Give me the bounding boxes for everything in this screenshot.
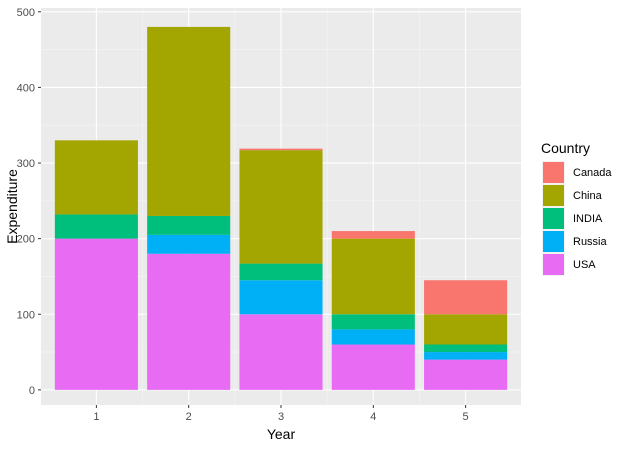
bar-usa-year-1 [54, 238, 138, 390]
bar-usa-year-5 [424, 359, 508, 390]
bar-usa-year-3 [239, 314, 323, 390]
legend-label-china: China [573, 190, 603, 202]
legend-label-russia: Russia [573, 236, 608, 248]
bar-russia-year-2 [147, 234, 231, 254]
bar-usa-year-4 [331, 344, 415, 390]
bars [54, 26, 508, 390]
x-axis-ticks: 1 2 3 4 5 [93, 405, 469, 423]
y-tick-label: 400 [17, 82, 35, 94]
y-tick-label: 300 [17, 158, 35, 170]
bar-russia-year-4 [331, 329, 415, 345]
bar-china-year-5 [424, 314, 508, 345]
bar-china-year-2 [147, 26, 231, 216]
bar-india-year-5 [424, 344, 508, 353]
legend-key-canada [543, 162, 564, 183]
legend-label-canada: Canada [573, 167, 612, 179]
bar-india-year-1 [54, 214, 138, 239]
x-tick-label: 5 [463, 411, 469, 423]
y-tick-label: 100 [17, 309, 35, 321]
y-tick-label: 0 [29, 385, 35, 397]
bar-canada-year-5 [424, 280, 508, 315]
x-tick-label: 4 [370, 411, 376, 423]
legend-key-china [543, 185, 564, 206]
y-axis-title: Expenditure [4, 169, 20, 244]
bar-china-year-4 [331, 238, 415, 315]
bar-canada-year-4 [331, 231, 415, 239]
legend-key-india [543, 208, 564, 229]
bar-china-year-1 [54, 140, 138, 215]
bar-india-year-3 [239, 263, 323, 281]
legend-key-russia [543, 231, 564, 252]
y-axis-ticks: 0 100 200 300 400 500 [17, 7, 41, 397]
bar-india-year-2 [147, 215, 231, 235]
x-tick-label: 3 [278, 411, 284, 423]
bar-russia-year-3 [239, 280, 323, 315]
x-tick-label: 1 [93, 411, 99, 423]
bar-usa-year-2 [147, 253, 231, 390]
y-tick-label: 200 [17, 234, 35, 246]
bar-china-year-3 [239, 150, 323, 264]
legend-label-india: INDIA [573, 213, 603, 225]
legend-label-usa: USA [573, 259, 596, 271]
bar-russia-year-5 [424, 352, 508, 360]
legend-key-usa [543, 254, 564, 275]
x-axis-title: Year [267, 426, 296, 442]
bar-india-year-4 [331, 314, 415, 330]
legend-title: Country [541, 140, 590, 156]
y-tick-label: 500 [17, 7, 35, 19]
bar-canada-year-3 [239, 148, 323, 151]
x-tick-label: 2 [186, 411, 192, 423]
legend: Country Canada China INDIA Russia USA [541, 140, 612, 276]
